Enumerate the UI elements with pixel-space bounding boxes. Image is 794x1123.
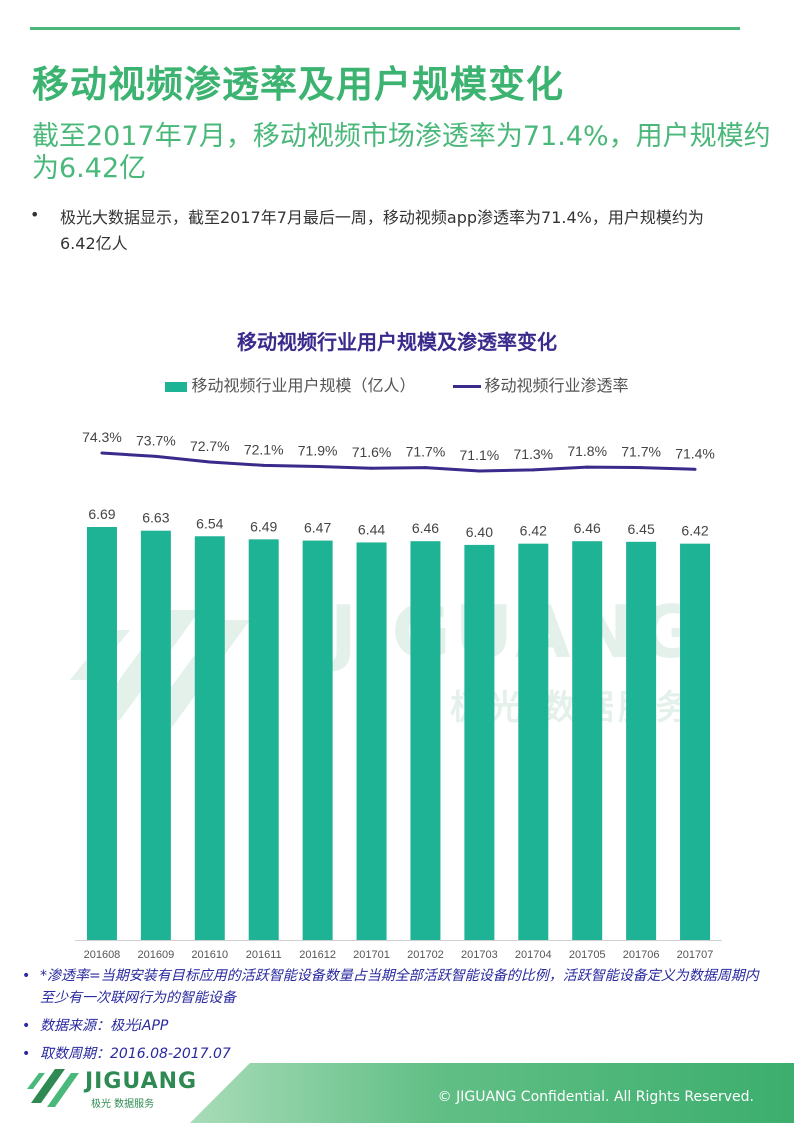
line-value-label: 74.3%	[82, 429, 122, 445]
chart-title: 移动视频行业用户规模及渗透率变化	[237, 330, 557, 354]
bar-value-label: 6.42	[681, 523, 708, 539]
note-period: 取数周期：2016.08-2017.07	[40, 1046, 231, 1062]
note-source: 数据来源：极光iAPP	[40, 1018, 169, 1034]
legend-swatch-bar	[165, 381, 188, 392]
notes: • *渗透率=当期安装有目标应用的活跃智能设备数量占当期全部活跃智能设备的比例，活…	[22, 965, 762, 1071]
line-point	[423, 466, 427, 470]
logo-subtitle: 极光 数据服务	[91, 1099, 155, 1110]
line-value-label: 72.7%	[190, 438, 230, 454]
line-value-label: 73.7%	[136, 432, 176, 448]
x-tick-label: 201705	[569, 949, 606, 961]
line-point	[531, 468, 535, 472]
bar-user-scale	[572, 541, 603, 940]
note-definition: *渗透率=当期安装有目标应用的活跃智能设备数量占当期全部活跃智能设备的比例，活跃…	[40, 968, 759, 1006]
x-tick-label: 201608	[84, 949, 121, 961]
footer-band	[190, 1063, 794, 1123]
bar-user-scale	[464, 544, 495, 940]
legend-item-line: 移动视频行业渗透率	[452, 372, 629, 396]
bar-value-label: 6.45	[628, 521, 655, 537]
bar-user-scale	[518, 543, 549, 940]
legend-label-line: 移动视频行业渗透率	[484, 376, 629, 395]
line-point	[639, 466, 643, 470]
line-point	[154, 454, 158, 458]
line-value-label: 71.1%	[460, 447, 500, 463]
bullet-icon: •	[30, 205, 40, 224]
bar-user-scale	[302, 540, 333, 940]
bar-value-label: 6.63	[142, 510, 169, 526]
note-bullet-icon: •	[22, 968, 31, 984]
bullet-text: 极光大数据显示，截至2017年7月最后一周，移动视频app渗透率为71.4%，用…	[60, 208, 704, 253]
note-item: • 取数周期：2016.08-2017.07	[22, 1043, 762, 1065]
line-value-label: 71.4%	[675, 445, 715, 461]
line-point	[316, 465, 320, 468]
x-tick-label: 201609	[138, 949, 175, 961]
bar-user-scale	[356, 542, 387, 940]
headline: 截至2017年7月，移动视频市场渗透率为71.4%，用户规模约为6.42亿	[32, 121, 771, 184]
line-value-label: 71.6%	[352, 444, 392, 460]
bar-value-label: 6.69	[88, 506, 115, 522]
penetration-rate-line	[101, 451, 696, 473]
line-value-label: 71.7%	[621, 444, 661, 460]
bar-user-scale	[680, 543, 711, 940]
x-tick-label: 201707	[677, 949, 714, 961]
note-item: • 数据来源：极光iAPP	[22, 1015, 762, 1037]
line-value-label: 71.3%	[513, 446, 553, 462]
chart-legend: 移动视频行业用户规模（亿人） 移动视频行业渗透率	[0, 372, 794, 396]
bar-value-label: 6.47	[304, 520, 331, 536]
bar-user-scale	[626, 541, 657, 940]
line-value-label: 72.1%	[244, 441, 284, 457]
x-tick-label: 201611	[246, 949, 282, 961]
bar-user-scale	[86, 527, 117, 940]
bar-value-label: 6.49	[250, 518, 277, 534]
bar-value-label: 6.44	[358, 521, 385, 537]
x-tick-label: 201701	[353, 949, 390, 961]
line-point	[585, 465, 589, 469]
note-bullet-icon: •	[22, 1018, 31, 1034]
x-tick-label: 201706	[623, 949, 660, 961]
logo-wordmark: JIGUANG	[85, 1069, 198, 1094]
line-point	[370, 466, 374, 470]
x-tick-label: 201702	[407, 949, 444, 961]
copyright-text: © JIGUANG Confidential. All Rights Reser…	[437, 1089, 754, 1105]
line-point	[693, 467, 697, 471]
note-item: • *渗透率=当期安装有目标应用的活跃智能设备数量占当期全部活跃智能设备的比例，活…	[22, 965, 762, 1009]
x-tick-label: 201612	[299, 949, 336, 961]
top-divider	[30, 27, 740, 30]
legend-swatch-line	[452, 385, 481, 388]
footer-logo: JIGUANG 极光 数据服务	[25, 1063, 215, 1113]
jiguang-logo-icon	[27, 1069, 79, 1107]
bar-value-label: 6.40	[466, 524, 493, 540]
x-tick-label: 201703	[461, 949, 498, 961]
x-tick-label: 201610	[191, 949, 228, 961]
line-point	[262, 463, 266, 467]
chart-area: 6.69 201608 6.63 201609 6.54 201610 6.49 201611…	[75, 429, 722, 961]
x-tick-label: 201704	[515, 949, 552, 961]
bar-value-label: 6.54	[196, 515, 223, 531]
bar-value-label: 6.46	[412, 520, 439, 536]
line-point	[208, 460, 212, 464]
line-value-label: 71.8%	[567, 443, 607, 459]
legend-label-bar: 移动视频行业用户规模（亿人）	[191, 376, 416, 395]
bar-user-scale	[194, 536, 225, 940]
bar-user-scale	[410, 541, 441, 940]
line-point	[477, 469, 481, 473]
bar-user-scale	[140, 530, 171, 940]
line-value-label: 71.7%	[406, 444, 446, 460]
bar-value-label: 6.46	[574, 520, 601, 536]
line-point	[100, 451, 104, 455]
bar-user-scale	[248, 539, 279, 940]
line-value-label: 71.9%	[298, 443, 338, 459]
legend-item-bar: 移动视频行业用户规模（亿人）	[165, 372, 415, 396]
note-bullet-icon: •	[22, 1046, 31, 1062]
bar-value-label: 6.42	[520, 523, 547, 539]
page-title: 移动视频渗透率及用户规模变化	[32, 63, 564, 106]
